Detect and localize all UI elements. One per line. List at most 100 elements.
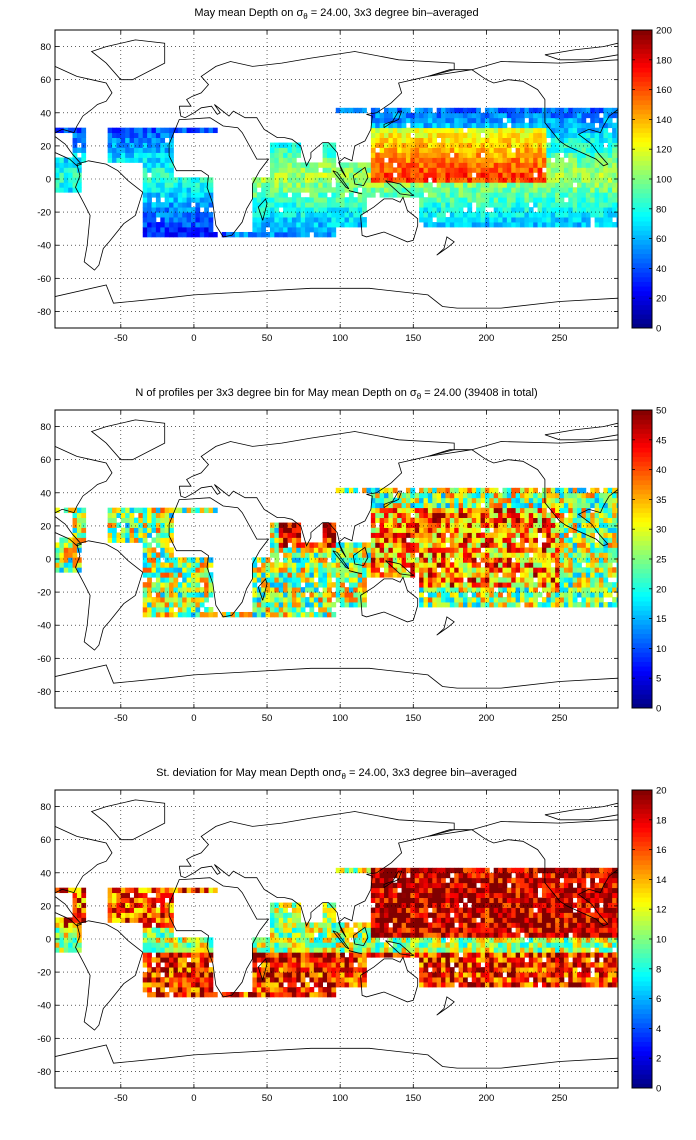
bin-cell bbox=[155, 947, 161, 953]
bin-cell bbox=[528, 602, 534, 608]
bin-cell bbox=[357, 557, 363, 563]
bin-cell bbox=[581, 597, 587, 603]
bin-cell bbox=[506, 972, 512, 978]
bin-cell bbox=[112, 532, 117, 538]
bin-cell bbox=[555, 552, 560, 558]
bin-cell bbox=[274, 192, 280, 198]
bin-cell bbox=[147, 962, 152, 968]
bin-cell bbox=[204, 182, 209, 188]
bin-cell bbox=[528, 547, 534, 553]
bin-cell bbox=[563, 592, 569, 598]
bin-cell bbox=[462, 957, 468, 963]
bin-cell bbox=[169, 967, 174, 973]
bin-cell bbox=[313, 972, 319, 978]
bin-cell bbox=[541, 497, 547, 504]
bin-cell bbox=[305, 212, 310, 218]
bin-cell bbox=[186, 602, 192, 608]
bin-cell bbox=[471, 562, 477, 568]
bin-cell bbox=[142, 137, 148, 143]
bin-cell bbox=[313, 212, 319, 218]
bin-cell bbox=[520, 212, 525, 218]
bin-cell bbox=[375, 492, 381, 499]
bin-cell bbox=[537, 157, 543, 163]
bin-cell bbox=[533, 562, 538, 568]
bin-cell bbox=[480, 207, 486, 213]
bin-cell bbox=[594, 547, 600, 553]
bin-cell bbox=[313, 162, 319, 168]
bin-cell bbox=[208, 991, 214, 998]
bin-cell bbox=[344, 217, 350, 223]
colorbar-step bbox=[632, 535, 652, 541]
bin-cell bbox=[182, 207, 188, 213]
bin-cell bbox=[331, 611, 337, 618]
colorbar-step bbox=[632, 225, 652, 231]
bin-cell bbox=[502, 512, 508, 519]
bin-cell bbox=[528, 502, 534, 509]
bin-cell bbox=[607, 562, 613, 568]
bin-cell bbox=[511, 127, 517, 134]
bin-cell bbox=[471, 957, 477, 963]
bin-cell bbox=[454, 512, 460, 519]
bin-cell bbox=[269, 227, 275, 233]
bin-cell bbox=[581, 152, 587, 158]
bin-cell bbox=[410, 532, 416, 538]
bin-cell bbox=[590, 977, 596, 983]
bin-cell bbox=[467, 572, 473, 578]
bin-cell bbox=[322, 212, 328, 218]
bin-cell bbox=[169, 187, 174, 193]
bin-cell bbox=[173, 192, 179, 198]
bin-cell bbox=[471, 517, 477, 523]
bin-cell bbox=[252, 202, 258, 208]
bin-cell bbox=[520, 147, 525, 153]
y-tick-label: 40 bbox=[40, 488, 51, 499]
bin-cell bbox=[370, 537, 376, 543]
bin-cell bbox=[484, 177, 490, 183]
bin-cell bbox=[309, 952, 315, 958]
bin-cell bbox=[169, 182, 174, 188]
bin-cell bbox=[160, 231, 166, 238]
bin-cell bbox=[261, 192, 266, 198]
bin-cell bbox=[563, 487, 569, 494]
bin-cell bbox=[524, 197, 530, 203]
bin-cell bbox=[489, 577, 495, 583]
bin-cell bbox=[585, 972, 591, 978]
bin-cell bbox=[199, 987, 205, 993]
bin-cell bbox=[462, 162, 468, 168]
bin-cell bbox=[125, 522, 130, 528]
bin-cell bbox=[577, 152, 582, 158]
bin-cell bbox=[59, 177, 65, 183]
bin-cell bbox=[493, 557, 499, 563]
bin-cell bbox=[467, 507, 473, 514]
bin-cell bbox=[502, 982, 508, 988]
bin-cell bbox=[467, 187, 473, 193]
bin-cell bbox=[313, 197, 319, 203]
bin-cell bbox=[590, 592, 596, 598]
bin-cell bbox=[256, 567, 262, 573]
bin-cell bbox=[410, 502, 416, 509]
bin-cell bbox=[616, 957, 618, 963]
bin-cell bbox=[344, 177, 350, 183]
bin-cell bbox=[590, 122, 596, 129]
bin-cell bbox=[471, 542, 477, 548]
bin-cell bbox=[607, 167, 613, 173]
bin-cell bbox=[269, 172, 275, 178]
bin-cell bbox=[489, 557, 495, 563]
bin-cell bbox=[72, 167, 78, 173]
bin-cell bbox=[375, 127, 381, 134]
bin-cell bbox=[493, 187, 499, 193]
bin-cell bbox=[269, 222, 275, 228]
bin-cell bbox=[322, 142, 328, 148]
bin-cell bbox=[348, 207, 354, 213]
bin-cell bbox=[169, 982, 174, 988]
bin-cell bbox=[296, 602, 302, 608]
bin-cell bbox=[335, 967, 341, 973]
bin-cell bbox=[129, 132, 135, 139]
bin-cell bbox=[195, 217, 201, 223]
bin-cell bbox=[603, 132, 609, 139]
bin-cell bbox=[559, 202, 565, 208]
bin-cell bbox=[313, 611, 319, 618]
bin-cell bbox=[603, 957, 609, 963]
bin-cell bbox=[528, 542, 534, 548]
bin-cell bbox=[511, 552, 517, 558]
